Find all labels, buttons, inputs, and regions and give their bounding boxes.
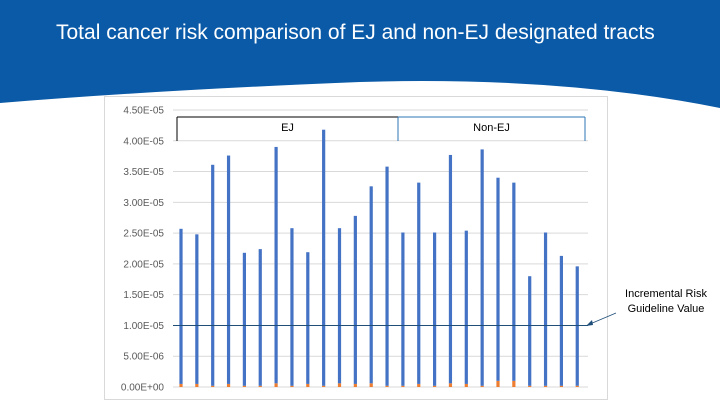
bar-segment-blue <box>385 166 389 386</box>
bar-segment-orange <box>258 385 262 387</box>
bar-segment-blue <box>211 164 215 386</box>
bar-segment-blue <box>242 252 246 386</box>
bar-segment-orange <box>369 383 373 387</box>
bar-segment-blue <box>464 230 468 384</box>
slide-title: Total cancer risk comparison of EJ and n… <box>56 21 655 44</box>
annotation-label-line1: Incremental Risk <box>625 288 707 300</box>
bar-segment-blue <box>274 146 278 384</box>
bar-segment-orange <box>290 385 294 387</box>
bar-segment-blue <box>353 215 357 384</box>
bar-segment-orange <box>353 383 357 387</box>
bar-segment-blue <box>290 228 294 386</box>
y-tick-label: 2.00E-05 <box>123 259 164 270</box>
bar-segment-blue <box>543 232 548 386</box>
bar-segment-orange <box>242 385 246 387</box>
y-axis-tick-labels: 0.00E+00 5.00E-06 1.00E-05 1.50E-05 2.00E-05… <box>121 106 165 394</box>
bar-segment-orange <box>464 383 468 387</box>
bar-segment-blue <box>179 228 183 384</box>
y-tick-label: 1.00E-05 <box>123 321 164 332</box>
bar-segment-blue <box>559 255 563 386</box>
annotation-arrowhead <box>586 320 593 326</box>
bar-segment-blue <box>369 186 373 384</box>
bar-segment-orange <box>528 385 532 387</box>
bar-segment-orange <box>226 383 231 387</box>
group-label: EJ <box>281 122 294 134</box>
bar-segment-orange <box>496 380 500 387</box>
y-tick-label: 2.50E-05 <box>123 229 164 240</box>
group-brackets: EJ Non-EJ <box>176 116 586 141</box>
gridlines <box>173 109 588 388</box>
bar-segment-orange <box>543 385 548 387</box>
bar-segment-blue <box>401 232 405 386</box>
bar-segment-blue <box>496 177 500 381</box>
bar-segment-orange <box>306 383 310 387</box>
bar-segment-orange <box>401 385 405 387</box>
annotation-arrow <box>589 312 617 325</box>
bar-segment-blue <box>417 182 421 384</box>
bar-segment-blue <box>433 232 437 386</box>
bar-segment-orange <box>559 385 563 387</box>
y-tick-label: 1.50E-05 <box>123 290 164 301</box>
bar-segment-blue <box>337 228 342 384</box>
bar-segment-blue <box>480 149 484 386</box>
bar-segment-blue <box>322 129 326 386</box>
bar-segment-orange <box>385 385 389 387</box>
reference-line-group: Incremental Risk Guideline Value <box>173 288 707 326</box>
header-wave-shape <box>0 0 720 108</box>
y-tick-label: 0.00E+00 <box>121 383 165 394</box>
bar-segment-orange <box>448 383 453 387</box>
bar-segment-blue <box>575 266 579 386</box>
y-tick-label: 3.50E-05 <box>123 167 164 178</box>
bar-series <box>179 129 579 387</box>
bar-segment-blue <box>195 234 199 384</box>
bar-segment-orange <box>512 380 516 387</box>
bar-segment-blue <box>448 154 453 384</box>
bar-segment-orange <box>179 383 183 387</box>
bar-segment-blue <box>258 249 262 386</box>
y-tick-label: 5.00E-06 <box>123 352 164 363</box>
bar-segment-orange <box>575 385 579 387</box>
bar-segment-blue <box>512 182 516 381</box>
bar-segment-blue <box>528 276 532 386</box>
y-tick-label: 4.50E-05 <box>123 106 164 117</box>
slide-header-banner <box>0 0 720 110</box>
y-tick-label: 4.00E-05 <box>123 136 164 147</box>
bar-segment-orange <box>417 383 421 387</box>
bar-segment-blue <box>226 155 231 384</box>
bar-segment-orange <box>480 385 484 387</box>
bar-segment-orange <box>433 385 437 387</box>
bar-segment-orange <box>322 385 326 387</box>
bar-segment-orange <box>195 383 199 387</box>
y-tick-label: 3.00E-05 <box>123 198 164 209</box>
bar-segment-blue <box>306 252 310 384</box>
bar-segment-orange <box>337 383 342 387</box>
group-label: Non-EJ <box>473 122 510 134</box>
annotation-label-line2: Guideline Value <box>628 303 705 315</box>
bar-segment-orange <box>274 383 278 387</box>
bar-segment-orange <box>211 385 215 387</box>
